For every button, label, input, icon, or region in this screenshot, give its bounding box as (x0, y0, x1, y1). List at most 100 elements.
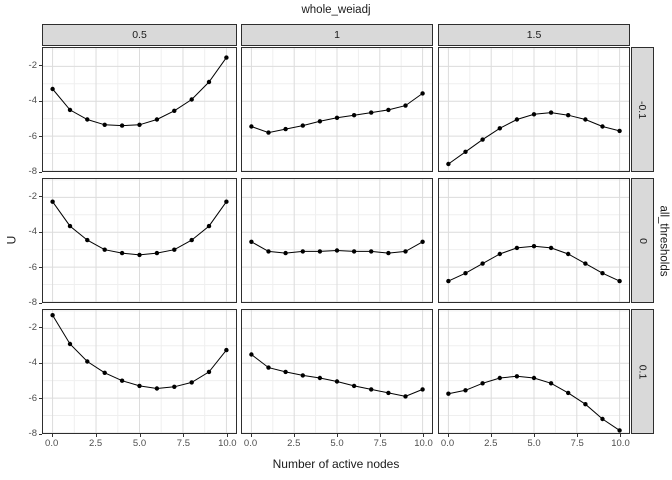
panel-plot (242, 48, 432, 171)
data-point (137, 383, 142, 389)
data-point (480, 261, 485, 266)
data-point (446, 278, 451, 284)
data-point (249, 239, 254, 244)
facet-row-title-wrap: all_thresholds (654, 47, 672, 434)
y-tick-label: -4 (28, 95, 37, 107)
data-point (67, 223, 73, 229)
data-point (420, 91, 425, 96)
data-point (463, 388, 468, 393)
data-point (189, 380, 194, 385)
data-point (85, 359, 90, 364)
y-tick-label: -8 (28, 428, 37, 439)
y-tick-mark (39, 433, 42, 435)
panel-row0-col1.5 (438, 178, 630, 303)
data-point (85, 117, 90, 122)
data-point (566, 251, 571, 257)
data-point (189, 237, 194, 243)
y-tick-label: -4 (28, 226, 37, 238)
data-point (50, 199, 55, 204)
y-tick-mark (39, 398, 42, 400)
x-tick-label: 7.5 (373, 438, 387, 449)
facet-row-strip-0.1: 0.1 (631, 309, 654, 434)
x-tick-mark (423, 434, 425, 437)
data-point (172, 108, 177, 113)
data-point (566, 113, 571, 118)
data-point (249, 352, 254, 357)
data-point (548, 245, 554, 251)
x-tick-mark (139, 434, 141, 437)
data-point (566, 390, 571, 396)
data-point (317, 119, 323, 124)
x-tick-label: 0.0 (45, 438, 59, 449)
data-point (206, 369, 212, 375)
panel-plot (43, 48, 236, 171)
facet-col-strip-label: 1.5 (526, 29, 542, 41)
data-point (583, 402, 588, 407)
data-point (403, 103, 408, 108)
data-point (403, 249, 408, 254)
x-tick-label: 2.5 (484, 438, 498, 449)
data-point (351, 383, 357, 389)
panel-row-0.1-col1 (241, 47, 433, 172)
panel-row0-col0.5 (42, 178, 237, 303)
data-point (617, 128, 622, 134)
facet-col-strip-label: 0.5 (132, 29, 147, 41)
x-tick-mark (183, 434, 185, 437)
data-point (334, 379, 340, 384)
y-tick-label: -6 (28, 130, 37, 142)
data-point (67, 341, 73, 347)
y-tick-mark (39, 65, 42, 67)
data-point (446, 391, 451, 396)
data-point (300, 123, 305, 128)
data-point (403, 394, 408, 399)
data-point (548, 381, 554, 386)
data-point (420, 387, 425, 392)
data-point (283, 250, 288, 256)
x-tick-mark (95, 434, 97, 437)
y-tick-mark (39, 302, 42, 304)
x-tick-mark (380, 434, 382, 437)
data-point (369, 110, 374, 115)
data-point (386, 390, 391, 396)
facet-row-strip-0: 0 (631, 178, 654, 303)
facet-col-strip-label: 1 (334, 29, 340, 41)
panel-plot (242, 310, 432, 433)
data-point (189, 97, 194, 102)
y-tick-label: -4 (28, 357, 37, 369)
data-point (480, 381, 485, 386)
facet-col-strip-0.5: 0.5 (42, 24, 237, 46)
panel-plot (439, 310, 629, 433)
facet-row-strip-label: 0 (636, 237, 649, 244)
y-tick-mark (39, 171, 42, 173)
data-point (249, 124, 254, 129)
panel-row0-col1 (241, 178, 433, 303)
x-tick-mark (250, 434, 252, 437)
y-tick-label: -2 (28, 190, 37, 202)
y-tick-mark (39, 136, 42, 138)
data-point (497, 251, 502, 257)
panel-row0.1-col1 (241, 309, 433, 434)
y-tick-mark (39, 231, 42, 233)
data-point (85, 237, 90, 243)
facet-column-title: whole_weiadj (301, 4, 371, 16)
data-point (119, 378, 125, 383)
y-tick-mark (39, 327, 42, 329)
data-point (283, 126, 288, 132)
x-tick-label: 5.0 (330, 438, 344, 449)
data-point (224, 347, 229, 353)
x-axis-col0.5: 0.0 2.5 5.0 7.5 10.0 (42, 434, 237, 454)
x-tick-label: 2.5 (88, 438, 103, 449)
facet-row-title: all_thresholds (657, 205, 669, 276)
x-tick-mark (490, 434, 492, 437)
data-point (50, 313, 55, 318)
data-point (531, 244, 537, 249)
y-axis-row-0.1: -2 -4 -6 -8 (14, 47, 42, 177)
panel-plot (242, 179, 432, 302)
facet-row-strip-label: 0.1 (636, 364, 649, 379)
y-tick-mark (39, 267, 42, 269)
y-axis-row0: -2 -4 -6 -8 (14, 178, 42, 308)
data-point (369, 387, 374, 392)
data-point (154, 117, 160, 122)
data-point (583, 261, 588, 266)
data-point (369, 249, 374, 254)
